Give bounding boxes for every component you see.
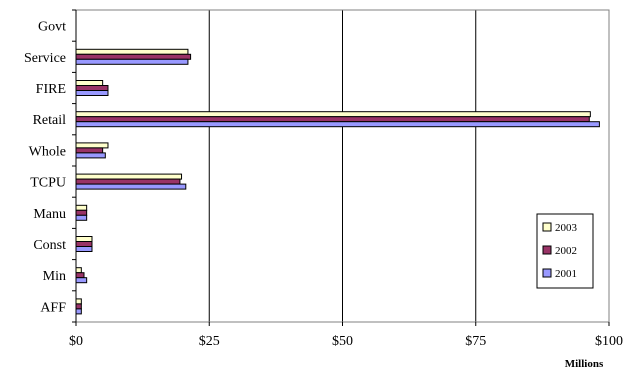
x-axis-title: Millions	[565, 358, 604, 370]
bars	[75, 48, 600, 315]
legend-label-2001: 2001	[555, 268, 577, 280]
bar-2001-service	[75, 58, 189, 65]
bar-2002-min	[75, 272, 85, 279]
x-tick-label: $75	[465, 334, 486, 349]
bar-2003-manu	[75, 204, 88, 211]
bar-2001-fire	[75, 90, 109, 96]
category-label: Retail	[33, 113, 67, 128]
bar-2001-tcpu	[75, 183, 187, 190]
bar-2001-manu	[75, 214, 88, 221]
bar-2001-aff	[75, 308, 82, 315]
bar-2003-min	[75, 267, 82, 274]
bar-2002-service	[75, 53, 192, 60]
category-label: Manu	[33, 207, 66, 222]
bar-2001-const	[75, 246, 93, 252]
category-label: TCPU	[30, 176, 66, 191]
bar-2002-const	[75, 241, 93, 247]
legend: 2003 2002 2001	[536, 213, 594, 289]
bar-2002-aff	[75, 303, 82, 310]
bar-2003-service	[75, 48, 189, 55]
bar-2002-manu	[75, 209, 88, 216]
bar-2003-fire	[75, 80, 104, 86]
bar-2001-min	[75, 277, 88, 284]
x-tick-label: $100	[595, 334, 623, 349]
category-label: AFF	[40, 300, 66, 315]
category-label: Govt	[38, 20, 66, 35]
bar-2003-const	[75, 236, 93, 242]
category-label: Const	[33, 238, 66, 253]
bar-2002-retail	[75, 116, 590, 123]
category-axis-labels: Govt Service FIRE Retail Whole TCPU Manu Const M…	[24, 9, 77, 323]
value-axis-ticks: $0 $25 $50 $75 $100	[69, 322, 623, 349]
bar-2003-aff	[75, 298, 82, 305]
bar-2003-tcpu	[75, 173, 183, 180]
category-label: Min	[43, 269, 66, 284]
x-tick-label: $0	[69, 334, 83, 349]
bar-2002-whole	[75, 147, 104, 154]
category-label: Whole	[29, 144, 66, 159]
bar-2003-whole	[75, 142, 109, 149]
category-label: FIRE	[36, 82, 66, 97]
bar-2002-tcpu	[75, 178, 181, 185]
legend-label-2003: 2003	[555, 222, 578, 234]
bar-2002-fire	[75, 85, 109, 91]
category-label: Service	[24, 51, 66, 66]
legend-swatch-2001	[542, 268, 552, 278]
legend-swatch-2002	[542, 245, 552, 255]
legend-swatch-2003	[542, 222, 552, 232]
x-tick-label: $50	[332, 334, 353, 349]
gridlines	[208, 10, 477, 322]
bar-2003-retail	[75, 111, 591, 118]
bar-2001-retail	[75, 121, 600, 128]
x-tick-label: $25	[199, 334, 220, 349]
bar-2001-whole	[75, 152, 106, 159]
legend-label-2002: 2002	[555, 245, 577, 257]
